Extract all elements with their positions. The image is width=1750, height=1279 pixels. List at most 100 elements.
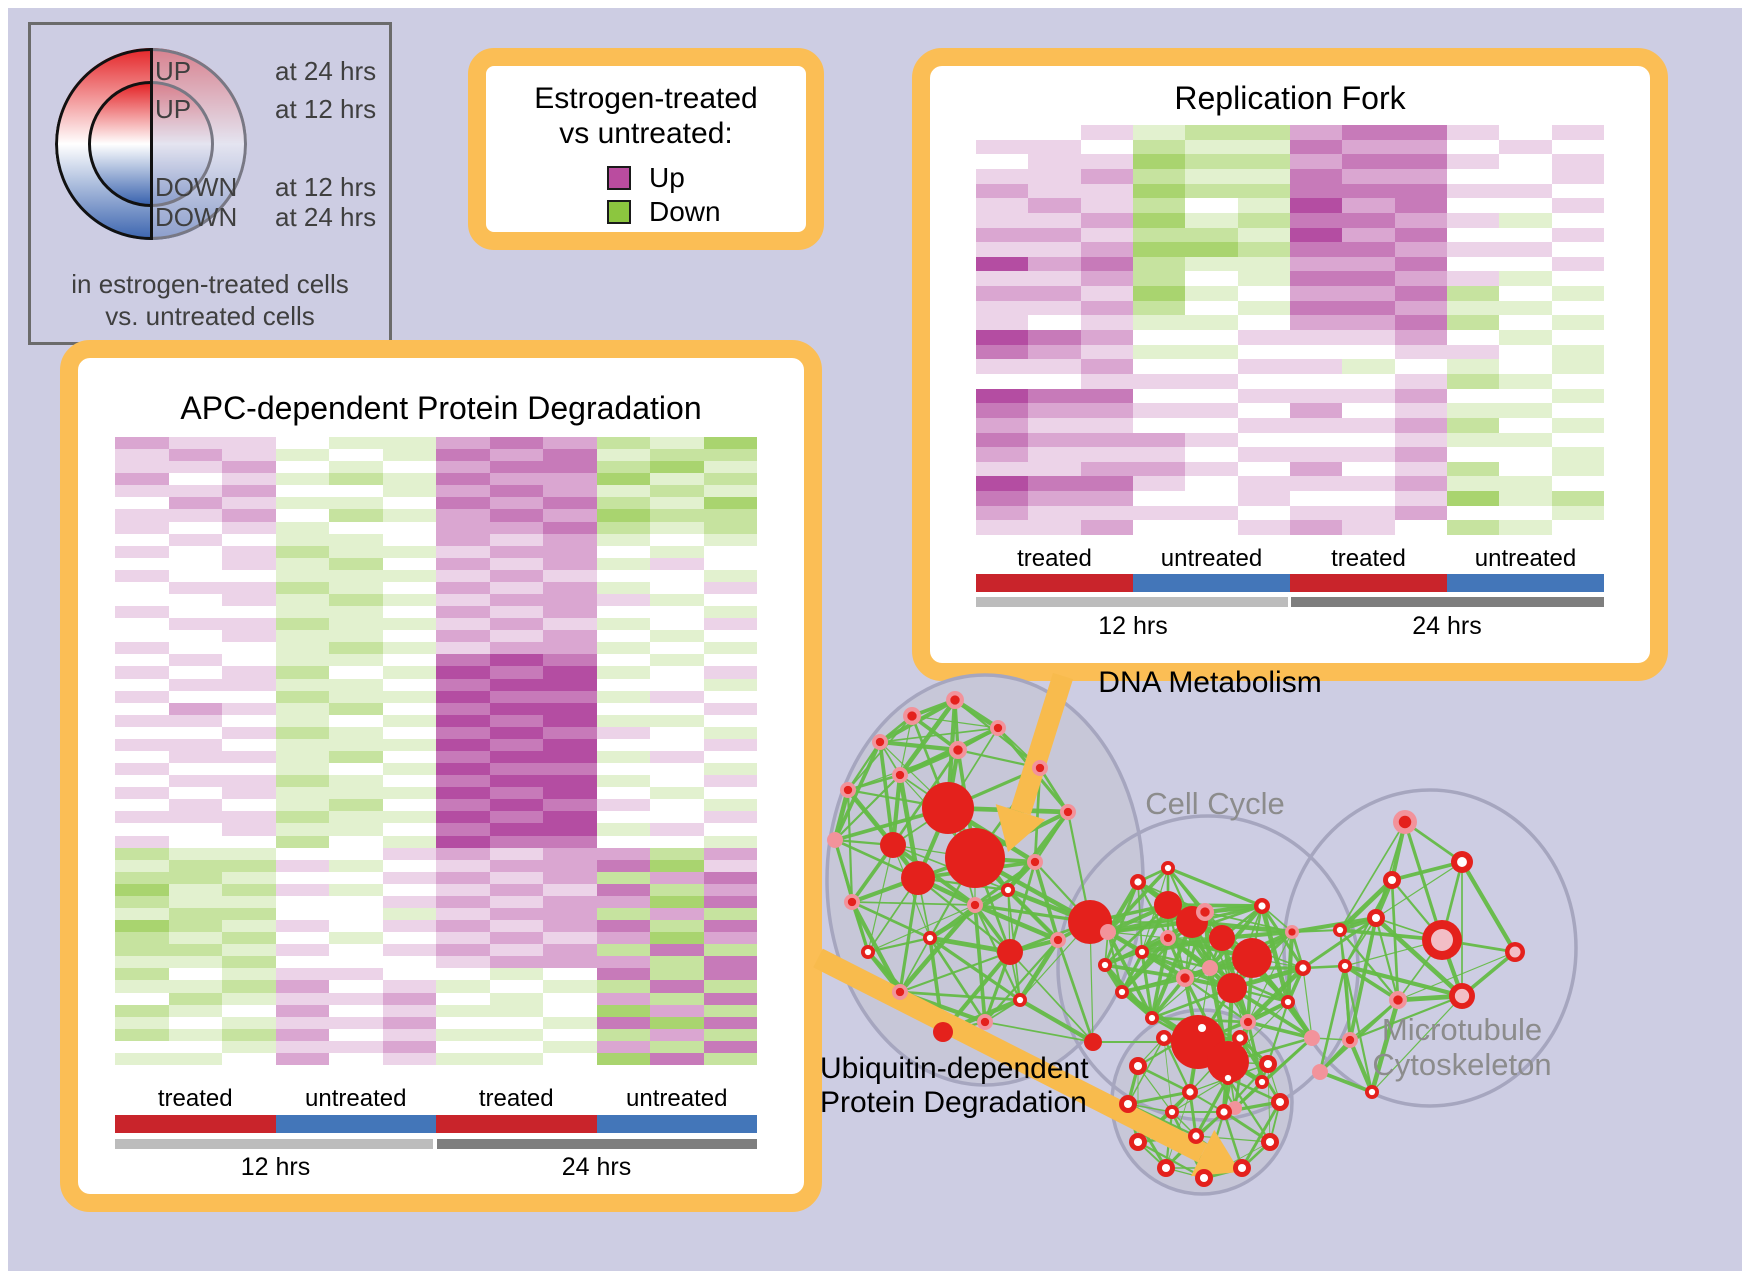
heatmap-cell — [489, 461, 543, 474]
heatmap-cell — [1132, 256, 1186, 272]
heatmap-cell — [275, 1040, 329, 1053]
replication-fork-panel: Replication Fork treated untreated treat… — [912, 48, 1668, 681]
heatmap-cell — [1237, 256, 1290, 272]
heatmap-cell — [1394, 212, 1447, 228]
heatmap-cell — [1446, 168, 1500, 184]
heatmap-cell — [650, 1016, 704, 1029]
heatmap-cell — [382, 751, 436, 764]
heatmap-cell — [1394, 271, 1447, 287]
heatmap-cell — [275, 437, 329, 450]
heatmap-cell — [489, 449, 543, 462]
heatmap-cell — [976, 373, 1029, 389]
heatmap-cell — [703, 690, 757, 703]
heatmap-cell — [275, 702, 329, 715]
heatmap-cell — [329, 980, 383, 993]
heatmap-cell — [596, 980, 650, 993]
heatmap-cell — [1289, 212, 1343, 228]
heatmap-cell — [1499, 125, 1552, 140]
heatmap-cell — [1080, 330, 1133, 345]
heatmap-cell — [329, 581, 383, 594]
heatmap-cell — [1132, 520, 1186, 535]
heatmap-cell — [1289, 183, 1343, 199]
heatmap-cell — [1551, 256, 1604, 272]
heatmap-cell — [329, 642, 383, 655]
heatmap-cell — [222, 835, 276, 848]
heatmap-cell — [1185, 198, 1238, 213]
heatmap-cell — [382, 545, 436, 558]
heatmap-cell — [1080, 388, 1133, 404]
heatmap-cell — [1394, 520, 1447, 535]
heatmap-cell — [543, 787, 597, 800]
heatmap-cell — [543, 932, 597, 945]
heatmap-cell — [489, 956, 543, 969]
heatmap-cell — [1499, 242, 1552, 257]
heatmap-cell — [650, 461, 704, 474]
heatmap-cell — [115, 895, 169, 908]
condition-bar-treated — [1290, 574, 1447, 592]
heatmap-cell — [596, 497, 650, 510]
heatmap-cell — [168, 1052, 222, 1065]
heatmap-cell — [1551, 505, 1604, 521]
heatmap-cell — [1394, 183, 1447, 199]
heatmap-cell — [1132, 300, 1186, 316]
heatmap-cell — [489, 895, 543, 908]
heatmap-cell — [1342, 461, 1395, 477]
heatmap-cell — [1289, 505, 1343, 521]
heatmap-cell — [650, 956, 704, 969]
heatmap-cell — [222, 533, 276, 546]
heatmap-cell — [1342, 388, 1395, 404]
heatmap-cell — [275, 509, 329, 522]
rf-group-treated-12: treated — [1017, 545, 1092, 572]
apc-12hrs-label: 12 hrs — [240, 1153, 311, 1181]
heatmap-cell — [1394, 359, 1447, 374]
heatmap-cell — [543, 569, 597, 582]
heatmap-cell — [703, 751, 757, 764]
heatmap-cell — [168, 618, 222, 631]
heatmap-cell — [329, 823, 383, 836]
heatmap-cell — [382, 666, 436, 679]
heatmap-cell — [329, 1004, 383, 1017]
heatmap-cell — [1394, 388, 1447, 404]
heatmap-cell — [275, 944, 329, 957]
heatmap-cell — [1028, 432, 1081, 448]
heatmap-cell — [436, 726, 490, 739]
heatmap-cell — [489, 594, 543, 607]
heatmap-cell — [489, 1028, 543, 1041]
heatmap-cell — [976, 198, 1029, 213]
heatmap-cell — [650, 545, 704, 558]
heatmap-cell — [596, 606, 650, 619]
apc-heatmap — [115, 437, 757, 1065]
heatmap-cell — [489, 992, 543, 1005]
heatmap-cell — [1080, 344, 1133, 360]
heatmap-cell — [222, 859, 276, 872]
cell-cycle-label: Cell Cycle — [1145, 786, 1285, 821]
heatmap-cell — [703, 557, 757, 570]
heatmap-cell — [650, 775, 704, 788]
heatmap-cell — [382, 654, 436, 667]
heatmap-cell — [650, 449, 704, 462]
heatmap-cell — [115, 618, 169, 631]
heatmap-cell — [436, 557, 490, 570]
heatmap-cell — [168, 956, 222, 969]
heatmap-cell — [382, 835, 436, 848]
heatmap-cell — [703, 895, 757, 908]
heatmap-cell — [1237, 125, 1290, 140]
heatmap-cell — [222, 799, 276, 812]
heatmap-cell — [1499, 212, 1552, 228]
heatmap-cell — [1185, 315, 1238, 330]
heatmap-cell — [1289, 125, 1343, 140]
heatmap-cell — [703, 932, 757, 945]
heatmap-cell — [222, 932, 276, 945]
heatmap-cell — [222, 738, 276, 751]
heatmap-cell — [168, 992, 222, 1005]
heatmap-cell — [382, 702, 436, 715]
heatmap-cell — [1342, 154, 1395, 169]
heatmap-cell — [1394, 154, 1447, 169]
up-24-label: UP — [155, 56, 192, 86]
heatmap-cell — [650, 569, 704, 582]
heatmap-cell — [543, 666, 597, 679]
heatmap-cell — [543, 726, 597, 739]
heatmap-cell — [115, 1028, 169, 1041]
heatmap-cell — [168, 557, 222, 570]
heatmap-cell — [168, 714, 222, 727]
